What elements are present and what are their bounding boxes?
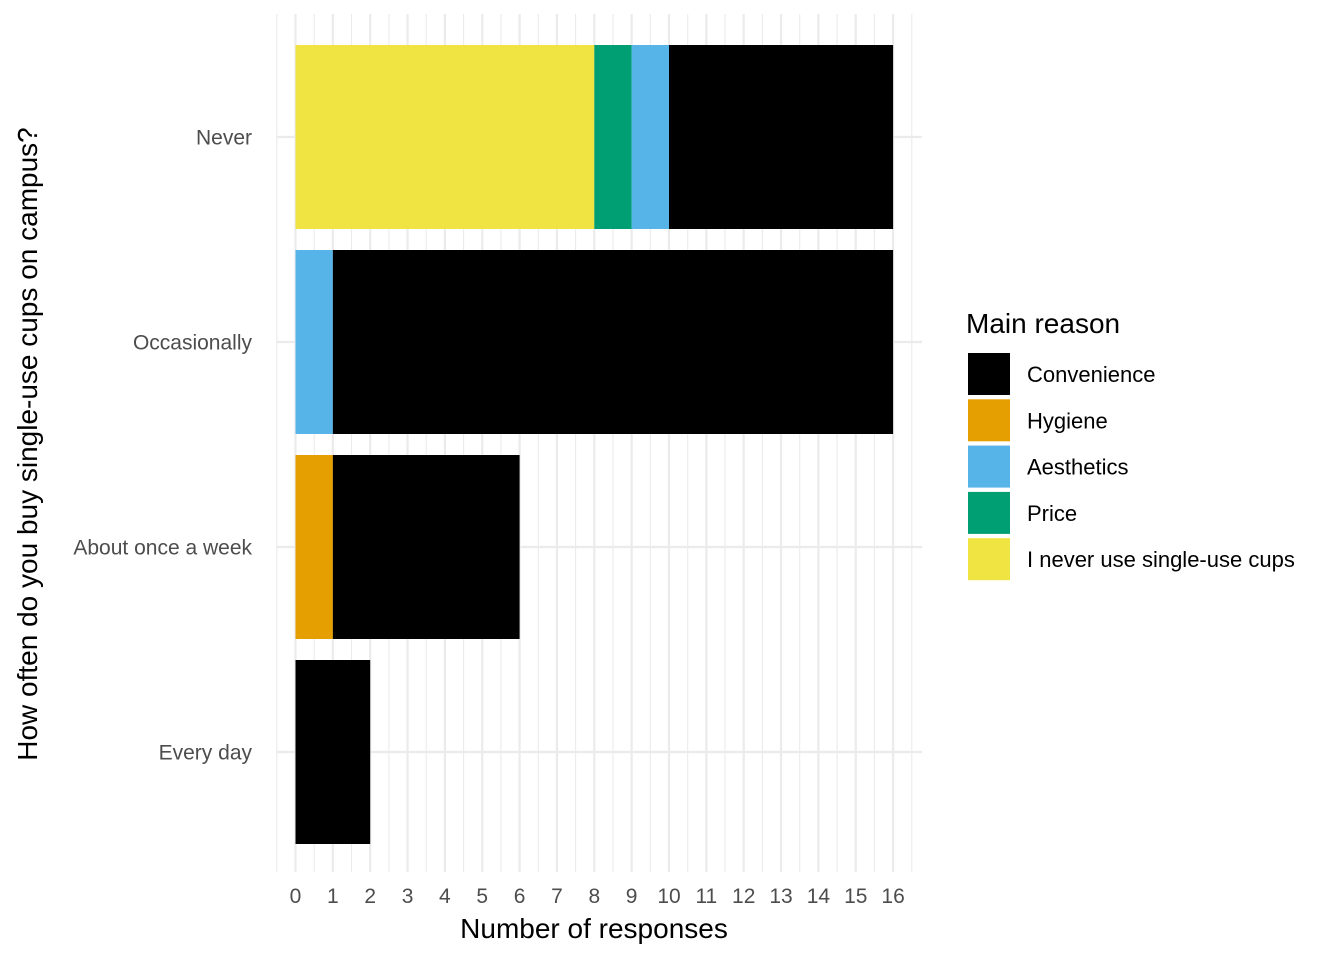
bar-segment-never-price [594, 45, 632, 229]
legend-swatch [968, 399, 1010, 442]
legend-label: Hygiene [1027, 408, 1108, 433]
x-tick-label: 7 [551, 885, 563, 908]
legend-swatch [968, 445, 1010, 488]
bar-segment-about-once-a-week-hygiene [295, 455, 333, 639]
y-tick-label: Occasionally [133, 332, 253, 355]
legend-swatch [968, 491, 1010, 534]
x-tick-label: 1 [327, 885, 339, 908]
x-axis-title: Number of responses [460, 913, 728, 944]
x-tick-label: 16 [881, 885, 904, 908]
legend-swatch [968, 353, 1010, 395]
bar-segment-every-day-convenience [295, 660, 371, 844]
bar-segment-never-i-never-use-single-use-cups [295, 45, 595, 229]
bar-segment-never-convenience [669, 45, 894, 229]
legend-label: Aesthetics [1027, 455, 1129, 480]
y-tick-label: About once a week [73, 537, 252, 560]
x-tick-label: 5 [476, 885, 488, 908]
legend-items: Convenience Hygiene Aesthetics Price I never… [968, 353, 1295, 581]
bar-segment-occasionally-aesthetics [295, 250, 333, 434]
x-tick-label: 15 [844, 885, 867, 908]
legend-label: Convenience [1027, 362, 1155, 387]
legend: Main reason Convenience Hygiene Aesthetics… [966, 308, 1295, 581]
x-tick-label: 13 [769, 885, 792, 908]
legend-label: I never use single-use cups [1027, 547, 1295, 572]
bar-segment-never-aesthetics [631, 45, 669, 229]
bar-segment-about-once-a-week-convenience [332, 455, 520, 639]
x-tick-label: 8 [588, 885, 600, 908]
x-tick-label: 2 [364, 885, 376, 908]
bar-segment-occasionally-convenience [332, 250, 894, 434]
x-tick-label: 14 [807, 885, 831, 908]
x-tick-label: 9 [626, 885, 638, 908]
x-tick-label: 10 [657, 885, 680, 908]
x-axis-ticks: 0 1 2 3 4 5 6 7 8 9 10 11 12 13 14 15 16 [290, 885, 905, 908]
y-axis-title: How often do you buy single-use cups on … [12, 127, 43, 761]
y-tick-label: Every day [159, 742, 253, 765]
legend-title: Main reason [966, 308, 1120, 339]
bars [295, 45, 894, 844]
y-axis-ticks: Never Occasionally About once a week Every … [73, 127, 252, 765]
x-tick-label: 0 [290, 885, 302, 908]
x-tick-label: 12 [732, 885, 755, 908]
y-tick-label: Never [196, 127, 252, 150]
x-tick-label: 11 [695, 885, 717, 908]
legend-swatch [968, 538, 1010, 581]
x-tick-label: 3 [402, 885, 414, 908]
x-tick-label: 4 [439, 885, 451, 908]
x-tick-label: 6 [514, 885, 526, 908]
legend-label: Price [1027, 501, 1077, 526]
